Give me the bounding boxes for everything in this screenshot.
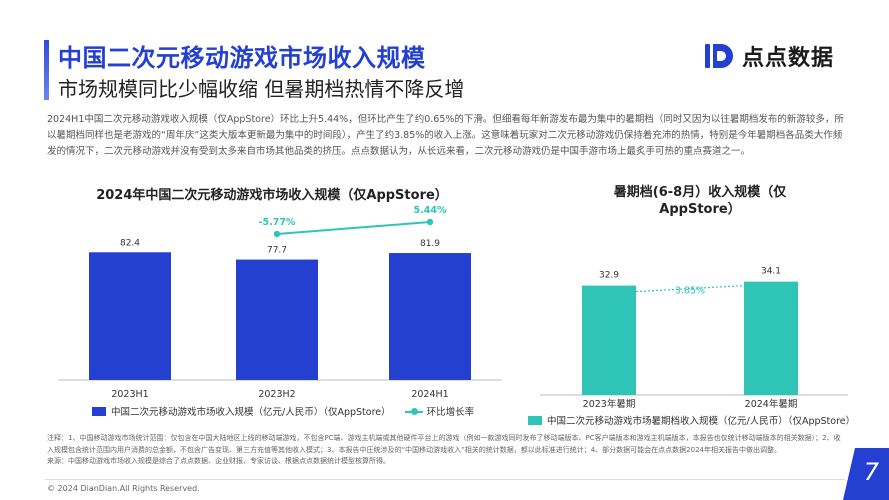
footnote-notes: 注释：1、中国移动游戏市场统计范围：仅包含在中国大陆地区上线的移动端游戏，不包含… (47, 434, 841, 454)
copyright: © 2024 DianDian.All Rights Reserved. (47, 484, 200, 493)
chart2-title: 暑期档(6-8月）收入规模（仅AppStore） (613, 185, 787, 217)
legend-bar-label: 中国二次元移动游戏市场暑期档收入规模（亿元/人民币）（仅AppStore） (547, 416, 856, 427)
footer-divider (45, 479, 845, 480)
dd-logo-icon (705, 44, 733, 68)
chart2-growth-annotation: 3.85% (675, 286, 705, 297)
chart1-legend: 中国二次元移动游戏市场收入规模（亿元/人民币）（仅AppStore） 环比增长率 (92, 404, 474, 418)
chart2-category-label: 2024年暑期 (745, 398, 798, 410)
chart2-bar-2024年暑期 (744, 281, 798, 395)
chart1-growth-label: 5.44% (414, 205, 447, 216)
chart2-bar-label: 34.1 (761, 267, 781, 277)
chart1-bar-label: 77.7 (267, 246, 287, 256)
intro-paragraph: 2024H1中国二次元移动游戏收入规模（仅AppStore）环比上升5.44%，… (47, 114, 844, 157)
footnote-source: 来源：中国移动游戏市场收入规模是综合了点点数据、企业财报、专家访谈、根据点点数据… (47, 457, 390, 465)
legend-bar-swatch (528, 415, 542, 425)
chart2-legend: 中国二次元移动游戏市场暑期档收入规模（亿元/人民币）（仅AppStore） (528, 413, 855, 427)
chart1-growth-line (276, 221, 431, 235)
chart1-growth-point (426, 218, 434, 226)
chart1-category-label: 2024H1 (411, 389, 448, 400)
page-title: 中国二次元移动游戏市场收入规模 (58, 44, 426, 72)
chart2-bar-label: 32.9 (599, 271, 619, 281)
chart2-bar-2023年暑期 (582, 285, 636, 395)
chart1-growth-label: -5.77% (259, 217, 296, 228)
chart2-category-label: 2023年暑期 (583, 398, 636, 410)
legend-bar-label: 中国二次元移动游戏市场收入规模（亿元/人民币）（仅AppStore） (111, 407, 391, 418)
chart1-bar-label: 81.9 (420, 239, 440, 249)
brand-name: 点点数据 (742, 46, 835, 71)
chart1-title: 2024年中国二次元移动游戏市场收入规模（仅AppStore） (96, 188, 448, 203)
footnotes: 注释：1、中国移动游戏市场统计范围：仅包含在中国大陆地区上线的移动端游戏，不包含… (47, 433, 847, 468)
title-accent-bar (44, 40, 49, 100)
page-subtitle: 市场规模同比少幅收缩 但暑期档热情不降反增 (58, 77, 465, 101)
legend-bar-swatch (92, 406, 106, 416)
page-number: 7 (863, 458, 879, 486)
brand-logo: 点点数据 (703, 39, 834, 73)
chart1-bar-2024H1 (389, 253, 471, 380)
chart1-category-label: 2023H2 (258, 389, 295, 400)
legend-line-label: 环比增长率 (426, 407, 475, 418)
chart1-bar-label: 82.4 (120, 238, 140, 248)
chart1-growth-point (273, 230, 281, 238)
chart1-category-label: 2023H1 (111, 389, 148, 400)
legend-line-swatch (404, 407, 423, 416)
chart1-bar-2023H1 (89, 252, 171, 380)
chart1-bar-2023H2 (236, 259, 318, 380)
